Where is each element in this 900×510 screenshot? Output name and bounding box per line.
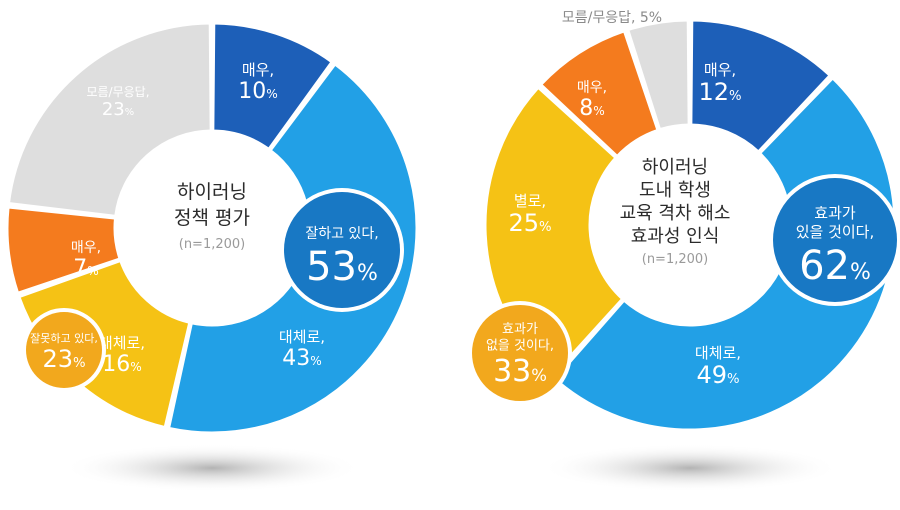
group-1-label: 잘못하고 있다,	[30, 331, 98, 345]
center-title: 정책 평가	[174, 207, 250, 229]
slice-2-label: 별로,	[514, 192, 546, 210]
slice-2-value: 25%	[508, 209, 551, 237]
slice-0-label: 매우,	[704, 61, 736, 79]
group-0-label: 잘하고 있다,	[305, 226, 378, 242]
slice-4-value: 23%	[102, 99, 134, 120]
group-0-label: 있을 것이다,	[796, 223, 875, 241]
slice-1-value: 49%	[696, 361, 739, 389]
group-1-value: 23%	[42, 345, 85, 373]
center-title: 도내 학생	[639, 180, 711, 201]
slice-1-value: 43%	[282, 346, 322, 371]
center-title: 효과성 인식	[631, 226, 720, 247]
group-1-value: 33%	[493, 354, 547, 389]
slice-0-value: 12%	[698, 78, 741, 106]
donut-center	[115, 131, 309, 325]
group-0-label: 효과가	[814, 204, 856, 222]
center-note: (n=1,200)	[642, 252, 709, 267]
left-chart-shadow	[62, 444, 362, 492]
center-note: (n=1,200)	[179, 237, 246, 252]
group-1-label: 없을 것이다,	[486, 338, 554, 353]
group-bubble	[26, 312, 102, 388]
right-chart-shadow	[540, 444, 840, 492]
slice-0-label: 매우,	[242, 61, 274, 79]
slice-3-label: 매우,	[71, 240, 101, 256]
group-1-label: 효과가	[502, 322, 538, 337]
slice-0-value: 10%	[238, 79, 278, 104]
slice-1-label: 대체로,	[279, 328, 325, 346]
left-donut-chart: 매우,10%대체로,43%대체로,16%매우,7%모름/무응답,23%하이러닝정…	[5, 21, 419, 435]
center-title: 하이러닝	[642, 157, 708, 178]
group-bubble	[284, 192, 400, 308]
outside-label: 모름/무응답, 5%	[562, 10, 662, 26]
center-title: 하이러닝	[177, 181, 247, 203]
group-0-value: 53%	[306, 244, 378, 290]
center-title: 교육 격차 해소	[620, 203, 731, 224]
group-bubble	[472, 305, 568, 401]
slice-3-value: 7%	[73, 256, 99, 281]
donut-center	[590, 125, 790, 325]
slice-1-label: 대체로,	[695, 344, 741, 362]
group-0-value: 62%	[799, 243, 871, 289]
slice-2-value: 16%	[102, 352, 142, 377]
slice-4-label: 모름/무응답,	[86, 85, 149, 99]
slice-3-label: 매우,	[577, 80, 607, 96]
slice-3-value: 8%	[579, 96, 605, 121]
slice-2-label: 대체로,	[99, 334, 145, 352]
group-bubble	[773, 178, 897, 302]
